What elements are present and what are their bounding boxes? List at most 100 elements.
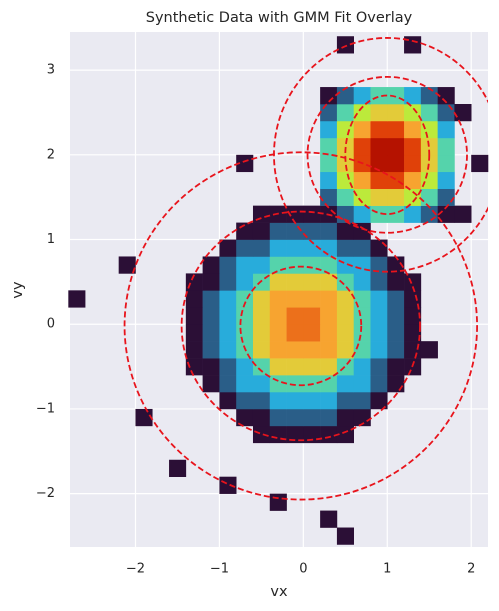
heatmap-cell: [437, 188, 455, 206]
heatmap-cell: [420, 154, 438, 173]
heatmap-cell: [387, 188, 405, 206]
heatmap-cell: [404, 154, 422, 173]
y-tick-label: 0: [47, 317, 55, 332]
heatmap-cell: [370, 188, 388, 206]
heatmap-cell: [420, 87, 438, 105]
heatmap-cell: [286, 307, 304, 325]
heatmap-cell: [269, 256, 287, 274]
heatmap-cell: [219, 476, 237, 494]
heatmap-cell: [202, 290, 220, 308]
heatmap-cell: [202, 307, 220, 325]
heatmap-cell: [320, 256, 338, 274]
heatmap-cell: [202, 324, 220, 342]
heatmap-cell: [169, 459, 187, 477]
heatmap-cell: [404, 324, 422, 342]
x-tick-label: 2: [467, 562, 475, 577]
heatmap-cell: [320, 510, 338, 528]
heatmap-cell: [370, 120, 388, 139]
heatmap-cell: [269, 239, 287, 257]
heatmap-cell: [437, 154, 455, 173]
heatmap-cell: [336, 36, 355, 54]
heatmap-cell: [252, 375, 271, 393]
heatmap-cell: [370, 324, 388, 342]
heatmap-cell: [336, 120, 355, 139]
heatmap-cell: [353, 137, 371, 156]
heatmap-cell: [420, 188, 438, 206]
heatmap-cell: [269, 358, 287, 376]
heatmap-cell: [353, 87, 371, 105]
heatmap-cell: [303, 408, 321, 427]
x-axis-label: vx: [270, 584, 288, 600]
heatmap-cell: [336, 290, 355, 308]
heatmap-cell: [320, 324, 338, 342]
heatmap-cell: [303, 273, 321, 291]
heatmap-cell: [320, 188, 338, 206]
heatmap-cell: [387, 87, 405, 105]
heatmap-cell: [320, 307, 338, 325]
heatmap-cell: [269, 324, 287, 342]
heatmap-cell: [336, 375, 355, 393]
heatmap-cell: [185, 341, 203, 359]
heatmap-cell: [387, 375, 405, 393]
heatmap-cell: [437, 205, 455, 223]
heatmap-cell: [353, 256, 371, 274]
heatmap-cell: [353, 205, 371, 223]
heatmap-cell: [387, 290, 405, 308]
heatmap-cell: [320, 391, 338, 410]
heatmap-cell: [353, 324, 371, 342]
x-tick-label: 1: [383, 562, 391, 577]
heatmap-cell: [320, 103, 338, 122]
heatmap-cell: [252, 425, 271, 444]
heatmap-cell: [286, 425, 304, 444]
heatmap-cell: [236, 375, 254, 393]
heatmap-cell: [370, 239, 388, 257]
x-tick-label: −2: [126, 562, 145, 577]
heatmap-cell: [336, 391, 355, 410]
x-tick-label: −1: [210, 562, 229, 577]
heatmap-cell: [404, 188, 422, 206]
heatmap-cell: [236, 324, 254, 342]
heatmap-cell: [68, 290, 86, 308]
heatmap-cell: [252, 256, 271, 274]
heatmap-cell: [202, 273, 220, 291]
ticks: −2 −1 0 1 2 −2 −1 0 1 2 3: [36, 63, 476, 577]
heatmap-cell: [118, 256, 136, 274]
heatmap-cell: [320, 120, 338, 139]
heatmap-cell: [320, 408, 338, 427]
heatmap-cell: [252, 341, 271, 359]
heatmap-cell: [370, 205, 388, 223]
heatmap-cell: [219, 391, 237, 410]
heatmap-cell: [185, 324, 203, 342]
heatmap-cell: [370, 358, 388, 376]
heatmap-cell: [202, 341, 220, 359]
heatmap-cell: [252, 307, 271, 325]
heatmap-cell: [269, 493, 287, 511]
heatmap-cell: [353, 307, 371, 325]
heatmap-cell: [202, 375, 220, 393]
heatmap-cell: [236, 256, 254, 274]
heatmap-cell: [202, 358, 220, 376]
heatmap-cell: [303, 239, 321, 257]
heatmap-cell: [404, 103, 422, 122]
heatmap-cell: [303, 324, 321, 342]
heatmap-cell: [387, 324, 405, 342]
heatmap-cell: [303, 205, 321, 223]
heatmap-cell: [252, 324, 271, 342]
heatmap-cell: [370, 375, 388, 393]
heatmap-cell: [404, 307, 422, 325]
heatmap-cell: [269, 290, 287, 308]
heatmap-cell: [286, 256, 304, 274]
heatmap-cell: [219, 273, 237, 291]
y-tick-label: −1: [36, 401, 55, 416]
heatmap-cell: [286, 391, 304, 410]
heatmap-cell: [404, 87, 422, 105]
heatmap-cell: [370, 87, 388, 105]
heatmap-cell: [236, 408, 254, 427]
heatmap-cell: [269, 425, 287, 444]
heatmap-cell: [370, 341, 388, 359]
heatmap-cell: [404, 120, 422, 139]
heatmap-cell: [353, 358, 371, 376]
heatmap-cell: [269, 307, 287, 325]
heatmap-cell: [420, 103, 438, 122]
heatmap-cell: [286, 324, 304, 342]
